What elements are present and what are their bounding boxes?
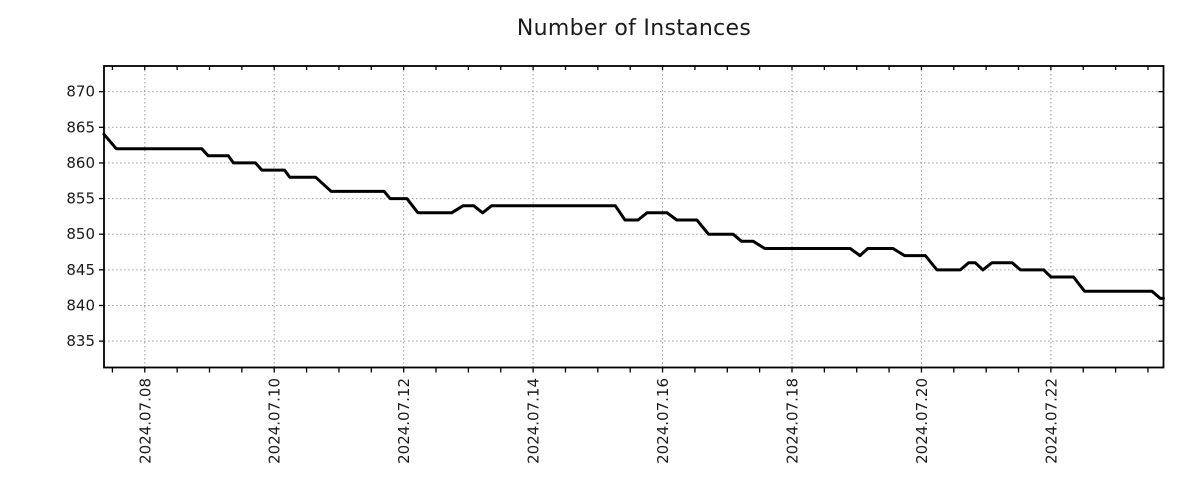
y-axis-tick-label: 870	[66, 83, 95, 101]
x-axis-tick-label: 2024.07.16	[654, 378, 672, 464]
plot-border	[103, 65, 1165, 369]
series-line-instances	[102, 132, 1165, 300]
y-axis-tick-label: 835	[66, 332, 95, 350]
y-axis-tick-label: 850	[66, 225, 95, 243]
x-axis-tick-label: 2024.07.20	[913, 378, 931, 464]
y-axis-tick-label: 860	[66, 154, 95, 172]
x-axis-tick-label: 2024.07.10	[266, 378, 284, 464]
x-axis-tick-label: 2024.07.08	[136, 378, 154, 464]
y-axis-tick-label: 855	[66, 190, 95, 208]
chart-title: Number of Instances	[516, 16, 752, 41]
y-axis-tick-label: 865	[66, 118, 95, 136]
x-axis-tick-label: 2024.07.14	[525, 378, 543, 464]
x-axis-tick-label: 2024.07.12	[395, 378, 413, 464]
x-axis-tick-label: 2024.07.22	[1042, 378, 1060, 464]
x-axis-tick-label: 2024.07.18	[783, 378, 801, 464]
y-axis-tick-label: 845	[66, 261, 95, 279]
y-axis-tick-label: 840	[66, 296, 95, 314]
